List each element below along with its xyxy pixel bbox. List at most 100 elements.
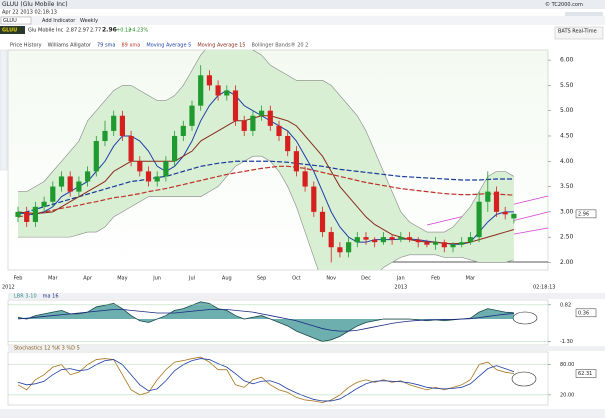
- x-tick-label: Apr: [83, 276, 93, 282]
- feed-box: [554, 26, 604, 40]
- last-value-box: [575, 308, 597, 318]
- candle-body: [137, 161, 143, 172]
- quote-high: 2.97: [78, 28, 89, 34]
- candle-body: [50, 186, 56, 202]
- ma-line: [17, 89, 514, 245]
- period-select[interactable]: Weekly: [80, 18, 98, 24]
- candle-body: [198, 75, 204, 106]
- quote-symbol: GLUU: [2, 28, 17, 34]
- y-tick-label: 4.50: [560, 132, 574, 139]
- y-tick-label: 80.00: [560, 362, 574, 368]
- time-label: 02:18:13: [533, 285, 555, 291]
- quote-name: Glu Mobile Inc: [28, 28, 64, 34]
- feed-label: BATS Real-Time: [558, 29, 597, 35]
- candle-body: [433, 242, 439, 245]
- plot: [17, 301, 514, 342]
- candle-body: [467, 237, 473, 243]
- candle-body: [511, 213, 517, 219]
- candle-body: [189, 105, 195, 126]
- candle-body: [93, 141, 99, 172]
- last-value-box: [575, 209, 597, 219]
- legend-entry: Moving Average 15: [197, 43, 245, 49]
- candle-body: [76, 181, 82, 192]
- y-tick-label: 20.00: [560, 392, 574, 398]
- x-tick-label: Jan: [396, 276, 405, 282]
- candle-body: [58, 176, 65, 187]
- side-tabs[interactable]: [0, 49, 8, 171]
- x-tick-label: Jun: [152, 276, 161, 282]
- x-tick-label: Sep: [257, 276, 266, 282]
- band-line: [18, 155, 514, 270]
- quote-change: +0.12: [116, 28, 131, 34]
- y-tick-label: 2.00: [560, 259, 574, 266]
- panel-header: [8, 346, 605, 351]
- candle-body: [319, 211, 326, 233]
- candle-body: [250, 115, 256, 131]
- quote-low: 2.77: [90, 28, 101, 34]
- ma-line: [17, 160, 514, 215]
- y-tick-label: 6.00: [560, 57, 574, 64]
- legend-entry: Moving Average 5: [146, 43, 191, 49]
- last-value-label: 0.36: [578, 310, 589, 316]
- candle-body: [154, 176, 160, 182]
- candle-body: [32, 206, 38, 222]
- symbol-input[interactable]: GLUU: [3, 18, 17, 24]
- legend-entry: Bollinger Bands® 20 2: [251, 42, 308, 49]
- candle-body: [476, 201, 482, 238]
- quote-pct: +4.23%: [128, 28, 148, 34]
- last-value-box: [575, 369, 597, 378]
- x-tick-label: Jul: [188, 276, 195, 282]
- band-line: [18, 50, 515, 233]
- candle-body: [15, 211, 21, 217]
- panel-title: Stochastics 12 %K 3 %D 5: [14, 346, 80, 352]
- candle-body: [389, 237, 395, 240]
- candle-body: [67, 176, 73, 192]
- legend-entry: 89 xma: [122, 43, 141, 49]
- y-tick-label: 5.00: [560, 107, 574, 114]
- legend-entry: LBR 3-10: [14, 294, 37, 300]
- candle-body: [163, 161, 169, 177]
- candle-body: [206, 75, 212, 86]
- candle-body: [232, 90, 239, 121]
- y-tick-label: -1.30: [560, 339, 573, 345]
- candle-body: [85, 171, 91, 182]
- candle-body: [493, 191, 500, 212]
- candle-body: [285, 135, 291, 152]
- copyright: © TC2000.com: [545, 1, 583, 8]
- candle-body: [267, 110, 273, 126]
- candle-body: [380, 237, 386, 243]
- indicator-line: [17, 301, 514, 342]
- add-indicator[interactable]: Add Indicator: [42, 18, 76, 24]
- controls[interactable]: [565, 12, 603, 19]
- candle-body: [502, 211, 508, 215]
- candle-body: [24, 211, 30, 222]
- stoch-panel: [7, 351, 549, 406]
- ma-line: [17, 115, 515, 245]
- title-bar: [0, 0, 605, 9]
- candle-body: [424, 242, 430, 245]
- candle-body: [41, 201, 47, 207]
- x-tick-label: Feb: [431, 276, 440, 282]
- candle-body: [363, 237, 369, 240]
- candle-body: [398, 237, 404, 240]
- band-fill: [18, 50, 514, 270]
- quote-open: 2.87: [66, 28, 77, 34]
- candle-body: [302, 171, 308, 187]
- scrollbar[interactable]: [0, 409, 605, 418]
- x-tick-label: Feb: [14, 276, 23, 282]
- y-tick-label: 5.50: [560, 82, 574, 89]
- x-tick-label: Nov: [326, 276, 336, 282]
- candle-body: [276, 125, 282, 136]
- symbol-box[interactable]: [0, 16, 32, 25]
- candle-body: [172, 135, 178, 162]
- x-tick-label: Mar: [466, 276, 476, 282]
- legend-entry: Price History: [10, 43, 42, 49]
- candle-body: [215, 85, 221, 96]
- window-controls: [565, 12, 603, 19]
- candle-body: [224, 90, 230, 96]
- quote-row: [0, 25, 605, 34]
- candle-body: [354, 237, 360, 243]
- candle-body: [372, 239, 378, 243]
- candle-body: [259, 110, 265, 116]
